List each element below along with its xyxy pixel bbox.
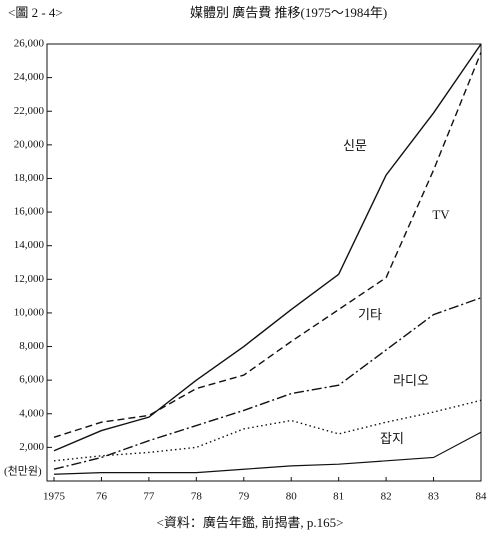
y-tick-label: 8,000 [19,340,44,352]
series-line [53,52,482,438]
series-line [53,399,482,462]
source: <資料：廣告年鑑, 前揭書, p.165> [157,515,344,530]
y-tick-label: 4,000 [19,407,44,419]
series-label: 라디오 [393,373,429,388]
y-unit: (천만원) [4,464,42,478]
x-tick-label: 77 [143,491,155,503]
chart-title: 媒體別 廣告費 推移(1975～1984年) [190,5,387,20]
series-label: 신문 [343,138,367,153]
y-tick-label: 16,000 [14,206,45,218]
x-tick-label: 79 [238,491,250,503]
x-tick-label: 80 [286,491,298,503]
y-tick-label: 18,000 [14,172,45,184]
y-tick-label: 2,000 [19,441,44,453]
series-label: 기타 [358,307,382,322]
x-tick-label: 78 [191,491,203,503]
series-line [53,43,482,452]
series-label: 잡지 [380,431,404,446]
series-line [53,297,482,470]
y-tick-label: 12,000 [14,273,45,285]
x-tick-label: 76 [96,491,108,503]
y-tick-label: 14,000 [14,239,45,251]
figure-label: <圖 2 - 4> [8,5,63,20]
series-label: TV [432,207,450,222]
plot-frame [46,43,482,482]
y-tick-label: 20,000 [14,138,45,150]
y-tick-label: 24,000 [14,71,45,83]
y-tick-label: 10,000 [14,306,45,318]
y-tick-label: 22,000 [14,105,45,117]
x-tick-label: 84 [476,491,488,503]
y-tick-label: 6,000 [19,374,44,386]
x-tick-label: 83 [428,491,440,503]
x-tick-label: 81 [333,491,344,503]
x-tick-label: 82 [381,491,392,503]
x-tick-label: 1975 [43,491,66,503]
series-line [53,431,482,475]
y-tick-label: 26,000 [14,38,45,50]
